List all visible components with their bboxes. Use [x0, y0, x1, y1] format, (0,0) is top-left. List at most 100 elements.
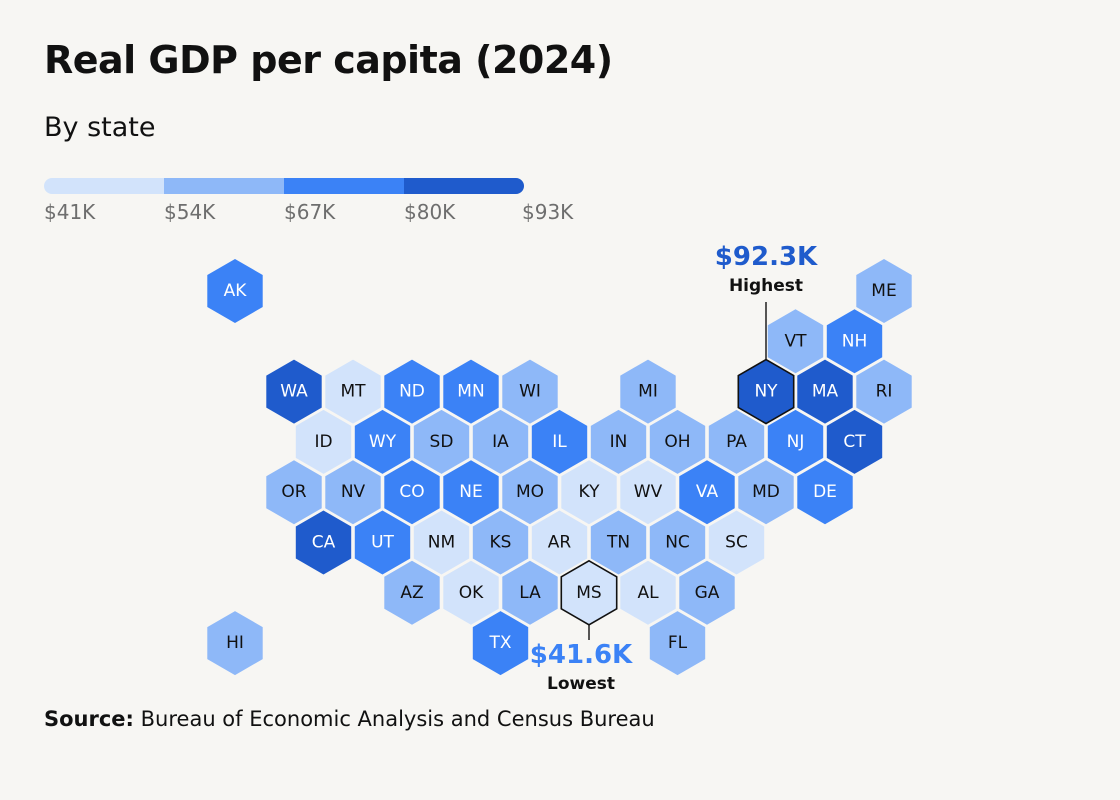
state-hex-ne: NE	[443, 460, 499, 525]
state-hex-shape	[531, 510, 588, 575]
state-hex-va: VA	[679, 460, 735, 525]
state-code-label: GA	[695, 583, 720, 603]
state-code-label: HI	[226, 633, 244, 653]
state-hex-id: ID	[295, 409, 352, 474]
state-code-label: ND	[399, 382, 425, 402]
state-code-label: LA	[519, 583, 541, 603]
state-hex-shape	[856, 259, 912, 323]
state-code-label: WA	[280, 382, 308, 402]
state-hex-wy: WY	[354, 409, 411, 474]
state-hex-shape	[384, 560, 440, 625]
state-hex-ar: AR	[531, 510, 588, 575]
state-hex-shape	[531, 409, 588, 474]
state-hex-shape	[266, 359, 322, 424]
state-hex-shape	[708, 409, 765, 474]
state-code-label: WY	[369, 432, 397, 452]
state-code-label: MT	[340, 382, 366, 402]
legend-segment-3	[284, 178, 404, 194]
state-code-label: RI	[876, 382, 893, 402]
legend-tick-label: $41K	[44, 200, 96, 224]
state-hex-mi: MI	[620, 359, 676, 424]
state-hex-mo: MO	[502, 460, 558, 525]
state-hex-shape	[767, 309, 824, 374]
state-hex-oh: OH	[649, 409, 706, 474]
state-hex-co: CO	[384, 460, 440, 525]
lowest-note-label: Lowest	[547, 674, 615, 694]
state-hex-mn: MN	[443, 359, 499, 424]
state-hex-shape	[856, 359, 912, 424]
state-code-label: MO	[516, 482, 544, 502]
state-hex-shape	[472, 409, 529, 474]
state-hex-shape	[443, 560, 499, 625]
state-hex-ut: UT	[354, 510, 411, 575]
state-code-label: NJ	[787, 432, 805, 452]
state-code-label: AR	[548, 533, 572, 553]
state-hex-shape	[502, 560, 558, 625]
state-hex-ga: GA	[679, 560, 735, 625]
state-hex-shape	[649, 409, 706, 474]
state-hex-shape	[679, 460, 735, 525]
state-code-label: AL	[637, 583, 659, 603]
state-hex-shape	[295, 510, 352, 575]
legend-tick-label: $67K	[284, 200, 336, 224]
state-hex-shape	[384, 460, 440, 525]
state-code-label: MD	[752, 482, 780, 502]
state-hex-shape	[620, 560, 676, 625]
state-code-label: VA	[696, 482, 719, 502]
state-hex-shape	[590, 510, 647, 575]
state-hex-pa: PA	[708, 409, 765, 474]
state-hex-shape	[561, 460, 617, 525]
state-code-label: AZ	[400, 583, 423, 603]
state-hex-nc: NC	[649, 510, 706, 575]
state-hex-nm: NM	[413, 510, 470, 575]
legend-tick-label: $93K	[522, 200, 574, 224]
state-code-label: SD	[430, 432, 454, 452]
state-code-label: NV	[341, 482, 366, 502]
state-code-label: MS	[576, 583, 601, 603]
state-hex-ky: KY	[561, 460, 617, 525]
state-code-label: NM	[428, 533, 455, 553]
state-hex-shape	[472, 611, 529, 676]
highest-value-label: $92.3K	[714, 242, 818, 272]
state-hex-nd: ND	[384, 359, 440, 424]
state-hex-ia: IA	[472, 409, 529, 474]
state-code-label: ID	[314, 432, 332, 452]
chart-subtitle: By state	[44, 112, 156, 143]
state-hex-shape	[767, 409, 824, 474]
state-code-label: OK	[459, 583, 484, 603]
state-code-label: OR	[281, 482, 306, 502]
state-hex-ri: RI	[856, 359, 912, 424]
state-hex-sd: SD	[413, 409, 470, 474]
state-hex-shape	[797, 359, 853, 424]
state-hex-me: ME	[856, 259, 912, 323]
state-hex-in: IN	[590, 409, 647, 474]
chart-title: Real GDP per capita (2024)	[44, 38, 613, 82]
state-hex-shape	[413, 409, 470, 474]
state-hex-az: AZ	[384, 560, 440, 625]
legend-tick-label: $80K	[404, 200, 456, 224]
state-hex-shape	[679, 560, 735, 625]
state-code-label: PA	[726, 432, 747, 452]
state-hex-nj: NJ	[767, 409, 824, 474]
state-code-label: SC	[725, 533, 748, 553]
state-hex-shape	[325, 460, 381, 525]
state-hex-al: AL	[620, 560, 676, 625]
state-hex-shape	[207, 611, 263, 676]
state-hex-shape	[207, 259, 263, 323]
state-code-label: VT	[784, 331, 807, 351]
state-hex-wi: WI	[502, 359, 558, 424]
source-label: Source:	[44, 707, 134, 731]
state-code-label: NC	[665, 533, 690, 553]
state-hex-shape	[443, 460, 499, 525]
state-hex-shape	[443, 359, 499, 424]
state-code-label: TN	[606, 533, 630, 553]
state-hex-wa: WA	[266, 359, 322, 424]
state-hex-ak: AK	[207, 259, 263, 323]
state-code-label: CT	[843, 432, 866, 452]
state-hex-sc: SC	[708, 510, 765, 575]
state-code-label: ME	[871, 281, 896, 301]
source-note: Source: Bureau of Economic Analysis and …	[44, 707, 655, 731]
state-hex-tn: TN	[590, 510, 647, 575]
state-code-label: AK	[224, 281, 248, 301]
